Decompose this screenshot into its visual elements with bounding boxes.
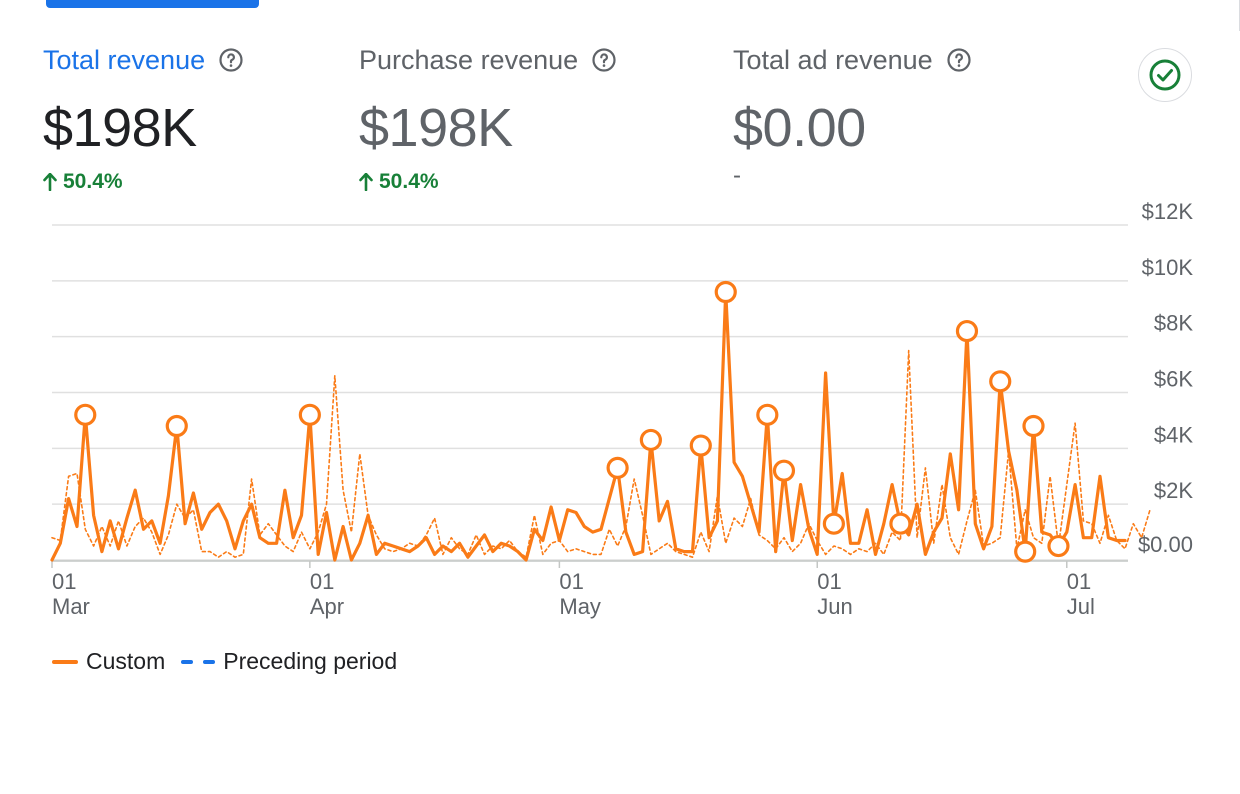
arrow-up-icon	[43, 173, 57, 191]
card-border	[1179, 0, 1240, 31]
anomaly-marker[interactable]	[955, 319, 979, 343]
chart-series	[50, 290, 1151, 562]
anomaly-marker[interactable]	[1022, 414, 1045, 438]
legend-item-preceding[interactable]: Preceding period	[181, 648, 397, 675]
metric-label[interactable]: Total ad revenue	[733, 44, 933, 75]
legend-swatch-custom	[52, 659, 78, 664]
y-tick-label: $6K	[1154, 367, 1193, 392]
metric-value: $198K	[359, 98, 513, 158]
chart-markers[interactable]	[74, 280, 1070, 563]
x-tick-day: 01	[559, 569, 583, 594]
anomaly-marker[interactable]	[639, 428, 662, 452]
chart-legend: Custom Preceding period	[52, 648, 413, 675]
x-tick-day: 01	[52, 569, 76, 594]
y-tick-label: $8K	[1154, 311, 1193, 336]
x-tick-month: Jul	[1067, 594, 1095, 619]
anomaly-marker[interactable]	[889, 512, 912, 535]
metric-value: $198K	[43, 98, 197, 158]
anomaly-marker[interactable]	[772, 459, 796, 482]
anomaly-marker[interactable]	[756, 403, 779, 426]
metric-purchase-revenue[interactable]: Purchase revenue $198K 50.4%	[359, 42, 616, 194]
anomaly-marker[interactable]	[1047, 534, 1070, 558]
anomaly-marker[interactable]	[298, 403, 321, 426]
metric-delta-value: 50.4%	[63, 170, 123, 193]
anomaly-marker[interactable]	[714, 280, 737, 304]
anomaly-marker[interactable]	[822, 512, 845, 535]
y-tick-label: $10K	[1142, 255, 1194, 280]
arrow-up-icon	[359, 173, 373, 191]
metric-delta: 50.4%	[359, 170, 616, 194]
x-tick-day: 01	[310, 569, 334, 594]
anomaly-marker[interactable]	[165, 414, 188, 438]
metric-value: $0.00	[733, 98, 866, 158]
series-line-preceding-period	[51, 349, 1151, 558]
legend-swatch-preceding	[181, 659, 216, 664]
top-accent-button[interactable]	[46, 0, 259, 8]
legend-item-custom[interactable]: Custom	[52, 648, 165, 675]
x-tick-day: 01	[817, 569, 841, 594]
series-line-custom	[50, 290, 1127, 562]
legend-label-preceding: Preceding period	[223, 648, 398, 674]
x-tick-month: Mar	[52, 594, 90, 619]
help-circle-icon[interactable]	[592, 48, 616, 72]
revenue-line-chart: $0.00$2K$4K$6K$8K$10K$12K 01Mar01Apr01Ma…	[50, 199, 1193, 619]
anomaly-marker[interactable]	[74, 403, 97, 426]
x-tick-month: Jun	[817, 594, 852, 619]
y-tick-label: $12K	[1142, 199, 1194, 224]
metric-total-ad-revenue[interactable]: Total ad revenue $0.00 -	[733, 42, 971, 190]
help-circle-icon[interactable]	[219, 48, 243, 72]
metric-total-revenue[interactable]: Total revenue $198K 50.4%	[43, 42, 243, 194]
anomaly-marker[interactable]	[1014, 540, 1037, 563]
x-tick-day: 01	[1067, 569, 1091, 594]
metric-label[interactable]: Total revenue	[43, 44, 206, 75]
metric-delta: 50.4%	[43, 170, 243, 194]
anomaly-marker[interactable]	[989, 370, 1012, 393]
x-tick-month: May	[559, 594, 601, 619]
y-tick-label: $2K	[1154, 478, 1193, 503]
check-circle-button[interactable]	[1138, 48, 1192, 102]
y-tick-label: $4K	[1154, 422, 1193, 447]
y-axis-ticks: $0.00 $2K $4K $6K $8K $10K $12K	[1138, 199, 1193, 557]
metric-delta-value: 50.4%	[379, 170, 439, 193]
check-circle-icon	[1149, 59, 1181, 91]
chart-gridlines	[52, 224, 1128, 562]
x-tick-month: Apr	[310, 594, 344, 619]
legend-label-custom: Custom	[86, 648, 166, 674]
help-circle-icon[interactable]	[947, 48, 971, 72]
metric-delta-value: -	[733, 162, 741, 189]
metric-label[interactable]: Purchase revenue	[359, 44, 579, 75]
anomaly-marker[interactable]	[689, 434, 712, 457]
anomaly-marker[interactable]	[606, 456, 629, 479]
y-tick-label: $0.00	[1138, 532, 1193, 557]
